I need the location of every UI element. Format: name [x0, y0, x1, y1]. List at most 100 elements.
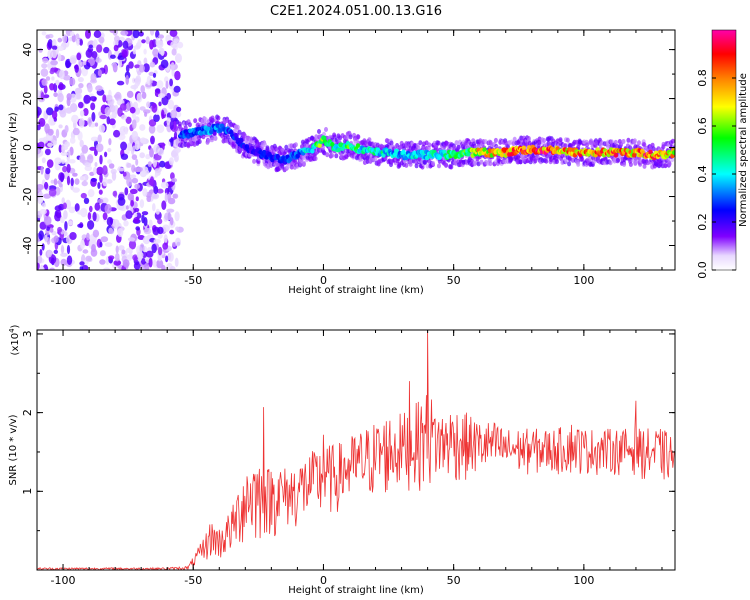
noise-speckle — [102, 165, 108, 176]
noise-speckle — [148, 189, 155, 194]
noise-speckle — [157, 93, 166, 99]
noise-speckle — [86, 232, 90, 241]
noise-speckle — [54, 106, 59, 112]
noise-speckle — [55, 209, 62, 219]
ridge-core — [631, 152, 637, 158]
noise-speckle — [68, 159, 76, 164]
ridge-halo — [594, 140, 599, 146]
noise-speckle — [69, 137, 76, 144]
noise-speckle — [58, 183, 63, 188]
ridge-halo — [642, 163, 647, 169]
ridge-halo — [187, 122, 192, 128]
ridge-halo — [210, 115, 215, 121]
noise-speckle — [66, 175, 71, 186]
noise-speckle — [133, 167, 141, 173]
noise-speckle — [131, 130, 139, 141]
noise-speckle — [38, 117, 46, 127]
noise-speckle — [132, 101, 139, 109]
colorbar-tick-label: 0.0 — [696, 261, 709, 279]
noise-speckle — [44, 234, 48, 243]
ridge-halo — [206, 138, 211, 144]
noise-speckle — [137, 39, 142, 45]
noise-speckle — [141, 258, 146, 265]
noise-speckle — [97, 182, 101, 189]
ridge-halo — [373, 156, 378, 162]
noise-speckle — [156, 40, 164, 49]
y-tick-label: -40 — [21, 237, 34, 255]
noise-speckle — [60, 258, 67, 266]
noise-speckle — [90, 136, 99, 142]
ridge-halo — [395, 143, 400, 148]
noise-speckle — [54, 205, 62, 212]
noise-speckle — [104, 151, 108, 158]
noise-speckle — [164, 192, 168, 203]
ridge-halo — [252, 158, 257, 164]
noise-speckle — [149, 61, 156, 68]
noise-speckle — [148, 124, 156, 134]
noise-speckle — [125, 210, 133, 220]
ridge-core — [295, 153, 300, 159]
noise-speckle — [41, 63, 48, 69]
noise-speckle — [68, 36, 73, 42]
noise-speckle — [99, 241, 103, 248]
noise-speckle — [138, 31, 144, 37]
noise-speckle — [169, 217, 174, 226]
noise-speckle — [43, 193, 52, 199]
ridge-halo — [516, 155, 521, 161]
ridge-halo — [667, 160, 672, 166]
noise-speckle — [168, 157, 174, 166]
noise-speckle — [107, 159, 112, 165]
y-tick-label: 20 — [21, 92, 34, 106]
noise-speckle — [117, 197, 126, 206]
noise-speckle — [143, 63, 150, 73]
noise-speckle — [99, 114, 107, 120]
ridge-halo — [576, 161, 581, 167]
noise-speckle — [112, 62, 118, 73]
figure-title: C2E1.2024.051.00.13.G16 — [270, 4, 442, 19]
ridge-core — [442, 149, 447, 155]
noise-speckle — [99, 250, 106, 257]
ridge-halo — [542, 138, 547, 143]
noise-speckle — [174, 257, 179, 267]
noise-speckle — [51, 76, 55, 81]
noise-speckle — [145, 250, 154, 258]
noise-speckle — [40, 165, 44, 175]
noise-speckle — [113, 44, 119, 52]
noise-speckle — [119, 125, 128, 136]
noise-speckle — [94, 202, 101, 211]
ridge-core — [209, 129, 214, 135]
colorbar: 0.0 0.2 0.4 0.6 0.8 Normalized spectral ampl… — [696, 29, 749, 279]
noise-speckle — [49, 267, 55, 270]
noise-speckle — [47, 249, 52, 258]
ridge-halo — [265, 145, 270, 151]
noise-speckle — [150, 135, 155, 145]
noise-speckle — [169, 266, 176, 270]
noise-speckle — [129, 188, 138, 195]
noise-speckle — [60, 252, 68, 257]
noise-speckle — [158, 246, 163, 256]
noise-speckle — [94, 122, 99, 127]
ridge-halo — [563, 143, 568, 149]
noise-speckle — [53, 235, 59, 243]
snr-y-axis-label: SNR (10 * v/v) — [8, 414, 19, 485]
noise-speckle — [70, 177, 74, 187]
x-tick-label: -100 — [51, 574, 76, 587]
noise-speckle — [44, 123, 50, 134]
noise-speckle — [96, 166, 104, 176]
noise-speckle — [115, 252, 120, 262]
noise-speckle — [78, 68, 82, 75]
y-tick-label: 1 — [21, 488, 34, 495]
noise-speckle — [66, 244, 71, 255]
noise-speckle — [133, 217, 140, 224]
noise-speckle — [70, 57, 77, 64]
ridge-halo — [511, 141, 516, 147]
noise-speckle — [143, 217, 148, 227]
noise-speckle — [54, 157, 62, 165]
noise-speckle — [169, 120, 174, 130]
ridge-halo — [210, 137, 214, 143]
noise-speckle — [90, 178, 98, 182]
noise-speckle — [75, 33, 80, 39]
noise-speckle — [120, 141, 128, 151]
noise-speckle — [174, 211, 180, 222]
noise-speckle — [39, 197, 44, 204]
